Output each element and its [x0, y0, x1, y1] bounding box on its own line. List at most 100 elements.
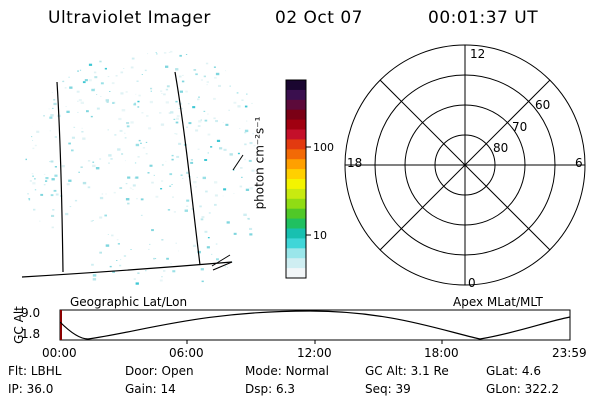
- emission-speckle: [241, 99, 244, 101]
- emission-speckle: [31, 102, 34, 104]
- emission-speckle: [73, 277, 76, 280]
- emission-speckle: [214, 194, 218, 197]
- colorbar-swatch: [286, 208, 306, 220]
- colorbar-swatch: [286, 109, 306, 121]
- emission-speckle: [52, 209, 55, 211]
- emission-speckle: [166, 257, 169, 260]
- emission-speckle: [29, 91, 31, 94]
- emission-speckle: [210, 146, 213, 148]
- emission-speckle: [186, 171, 190, 174]
- emission-speckle: [204, 119, 208, 122]
- emission-speckle: [43, 115, 45, 117]
- emission-speckle: [92, 278, 97, 281]
- emission-speckle: [159, 279, 163, 282]
- emission-speckle: [134, 162, 137, 164]
- colorbar-tick-label-10: 10: [313, 229, 327, 242]
- emission-speckle: [32, 147, 35, 150]
- emission-speckle: [160, 188, 163, 190]
- emission-speckle: [112, 270, 115, 273]
- colorbar-swatch: [286, 80, 306, 91]
- emission-speckle: [148, 127, 152, 130]
- emission-speckle: [252, 133, 254, 135]
- emission-speckle: [54, 136, 57, 138]
- emission-speckle: [124, 132, 126, 134]
- emission-speckle: [43, 184, 46, 186]
- emission-speckle: [223, 148, 227, 151]
- polar-diagonal-2: [379, 79, 551, 251]
- emission-speckle: [140, 198, 144, 201]
- emission-speckle: [201, 280, 204, 283]
- emission-speckle: [88, 79, 92, 82]
- emission-speckle: [42, 98, 45, 100]
- emission-speckle: [29, 180, 32, 182]
- emission-speckle: [96, 107, 100, 110]
- status-gain: Gain: 14: [125, 382, 176, 396]
- emission-speckle: [192, 244, 197, 247]
- emission-speckle: [161, 164, 164, 166]
- emission-speckle: [45, 180, 48, 182]
- emission-speckle: [179, 90, 183, 93]
- emission-speckle: [249, 227, 253, 230]
- emission-speckle: [35, 283, 38, 286]
- emission-speckle: [181, 108, 183, 110]
- emission-speckle: [79, 276, 81, 278]
- emission-speckle: [137, 156, 140, 158]
- emission-speckle: [246, 93, 248, 95]
- altitude-xtick-2: 12:00: [297, 346, 332, 360]
- emission-speckle: [86, 110, 89, 113]
- emission-speckle: [187, 103, 190, 105]
- emission-speckle: [124, 137, 127, 139]
- terminator-mark-2: [211, 254, 233, 271]
- colorbar-swatch: [286, 238, 306, 249]
- emission-speckle: [32, 140, 34, 141]
- emission-speckle: [206, 84, 208, 86]
- emission-speckle: [91, 88, 95, 92]
- emission-speckle: [226, 221, 230, 224]
- emission-speckle: [136, 80, 139, 82]
- emission-speckle: [130, 66, 134, 69]
- emission-speckle: [100, 51, 102, 52]
- emission-speckle: [28, 81, 30, 83]
- emission-speckle: [32, 182, 36, 185]
- emission-speckle: [28, 113, 31, 115]
- emission-speckle: [178, 108, 180, 109]
- emission-speckle: [218, 54, 221, 56]
- emission-speckle: [82, 181, 87, 185]
- emission-speckle: [93, 71, 97, 74]
- emission-speckle: [237, 105, 241, 108]
- emission-speckle: [142, 147, 146, 149]
- emission-speckle: [134, 102, 136, 104]
- emission-speckle: [107, 234, 109, 235]
- emission-speckle: [240, 72, 244, 75]
- emission-speckle: [119, 187, 123, 189]
- emission-speckle: [202, 176, 206, 180]
- emission-speckle: [192, 106, 196, 109]
- emission-speckle: [82, 137, 86, 140]
- emission-speckle: [205, 190, 208, 193]
- emission-speckle: [49, 130, 52, 132]
- emission-speckle: [172, 270, 176, 273]
- emission-speckle: [170, 263, 172, 265]
- emission-speckle: [159, 112, 162, 114]
- emission-speckle: [51, 252, 54, 255]
- emission-speckle: [166, 85, 170, 88]
- emission-speckle: [135, 282, 139, 285]
- emission-speckle: [236, 92, 239, 94]
- mlt-label-0: 0: [468, 276, 476, 290]
- emission-speckle: [151, 181, 154, 184]
- emission-speckle: [223, 60, 227, 63]
- altitude-xtick-4: 23:59: [552, 346, 587, 360]
- emission-speckle: [68, 179, 72, 182]
- emission-speckle: [116, 260, 118, 261]
- emission-speckle: [193, 69, 197, 71]
- emission-speckle: [126, 122, 130, 125]
- emission-speckle: [199, 205, 202, 208]
- emission-speckle: [45, 76, 49, 80]
- meridian-line-left: [56, 81, 64, 273]
- altitude-ytick-max: 9.0: [21, 306, 41, 320]
- emission-speckle: [111, 82, 115, 85]
- emission-speckle: [113, 191, 116, 194]
- status-glat: GLat: 4.6: [486, 364, 542, 378]
- emission-speckle: [124, 160, 126, 162]
